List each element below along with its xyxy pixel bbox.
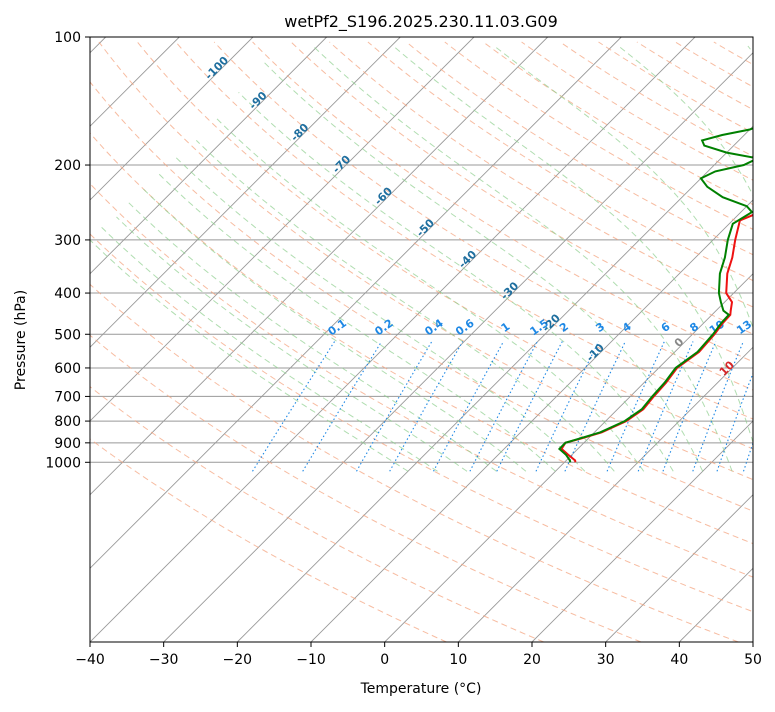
moist-adiabat [90,240,408,471]
y-axis-label: Pressure (hPa) [13,290,29,390]
moist-adiabat [196,140,614,471]
isotherm-line [385,37,775,642]
isotherm-lines [0,37,775,642]
y-tick-label: 500 [54,327,81,343]
y-tick-label: 400 [54,286,81,302]
y-tick-label: 800 [54,414,81,430]
y-tick-label: 300 [54,233,81,249]
y-axis-ticks: 100 200 300 400 500 600 700 800 900 1000 [45,30,90,471]
moist-adiabat [239,92,674,471]
y-tick-label: 700 [54,389,81,405]
isotherm-line [16,37,621,642]
dry-adiabat-label: -90 [246,89,269,112]
mixing-ratio-label: 4 [620,320,634,335]
dry-adiabat [0,42,738,642]
x-tick-label: 10 [449,652,467,668]
mixing-ratio-line [390,342,463,472]
mixing-ratio-label: 0.6 [453,316,477,338]
isotherm-line [0,37,548,642]
isotherm-line [606,37,775,642]
dry-adiabat [0,42,775,642]
mixing-ratio-lines [253,342,775,472]
y-tick-label: 100 [54,30,81,46]
dry-adiabat [368,42,775,642]
dry-adiabat [445,42,775,642]
dry-adiabat [714,42,775,642]
dry-adiabat [291,42,775,642]
mixing-ratio-label: 6 [659,320,673,335]
dry-adiabat-label: -60 [372,184,395,207]
dry-adiabat [253,42,775,642]
moist-adiabat [216,118,644,471]
mixing-ratio-line [434,342,504,472]
dry-adiabat-label: -80 [288,121,311,144]
chart-title: wetPf2_S196.2025.230.11.03.G09 [284,12,558,32]
moist-adiabat [129,203,497,472]
mixing-ratio-label: 3 [593,320,607,335]
moist-adiabat [313,46,732,471]
isotherm-line [458,37,775,642]
moist-adiabat-label: 20 [768,381,775,401]
dry-adiabat-label: -40 [456,248,479,271]
y-tick-label: 200 [54,158,81,174]
mixing-ratio-label: 16 [756,317,775,337]
dry-adiabat [599,42,775,642]
x-axis-ticks: −40 −30 −20 −10 0 10 20 30 40 50 [75,642,762,668]
x-tick-label: 20 [523,652,541,668]
plot-frame [90,37,753,642]
x-tick-label: 0 [380,652,389,668]
moist-adiabat [748,46,775,471]
dry-adiabat [0,42,641,642]
y-tick-label: 900 [54,436,81,452]
dry-adiabat [22,42,775,642]
x-tick-label: −10 [296,652,326,668]
dry-adiabat-lines [0,42,775,642]
isotherm-line [237,37,775,642]
mixing-ratio-label: 0.1 [326,317,349,339]
dry-adiabat [560,42,775,642]
x-tick-label: 40 [670,652,688,668]
mixing-ratio-line [693,342,744,472]
mixing-ratio-line [771,342,775,472]
moist-adiabat [102,227,438,471]
moist-adiabat [265,63,703,472]
x-tick-label: −40 [75,652,105,668]
isotherm-line [311,37,775,642]
dry-adiabat-label: -100 [202,54,231,83]
x-tick-label: −30 [149,652,179,668]
mixing-ratio-line [303,342,382,472]
dry-adiabat-label: -70 [330,153,353,176]
mixing-ratio-line [744,342,775,472]
mixing-ratio-line [357,342,432,472]
mixing-ratio-line [253,342,335,472]
mixing-ratio-line [470,342,538,472]
moist-adiabat-lines [90,46,775,471]
dry-adiabat-label: -10 [584,341,607,364]
y-tick-label: 600 [54,361,81,377]
isotherm-line [753,37,775,642]
x-tick-label: 30 [597,652,615,668]
y-tick-label: 1000 [45,455,81,471]
dry-adiabat-label: -30 [498,279,521,302]
x-tick-label: 50 [744,652,762,668]
isotherm-line [0,37,253,642]
dry-adiabat [0,42,775,642]
dry-adiabat [406,42,775,642]
isotherm-line [679,37,775,642]
mixing-ratio-label: 0.2 [372,316,395,338]
moist-adiabat [393,46,761,471]
mixing-ratio-line [497,342,563,472]
dry-adiabat [675,42,775,642]
dry-adiabat [752,42,775,642]
x-tick-label: −20 [223,652,253,668]
mixing-ratio-label: 1 [499,320,513,335]
x-axis-label: Temperature (°C) [360,681,482,697]
